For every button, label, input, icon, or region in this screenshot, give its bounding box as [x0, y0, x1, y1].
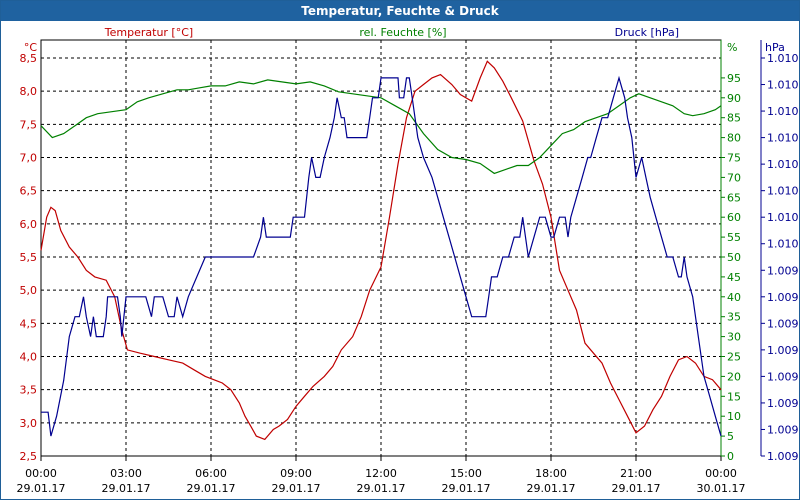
- pressure-axis-tick: 1.009: [767, 344, 799, 357]
- x-tick-time: 06:00: [195, 467, 227, 480]
- x-tick-time: 21:00: [620, 467, 652, 480]
- humidity-axis-tick: 70: [727, 171, 741, 184]
- legend-left: Temperatur [°C]: [104, 26, 193, 39]
- pressure-axis-tick: 1.009: [767, 450, 799, 463]
- x-tick-date: 29.01.17: [102, 482, 151, 495]
- humidity-axis-tick: 0: [727, 450, 734, 463]
- temp-axis-tick: 7,0: [20, 152, 38, 165]
- pressure-axis-tick: 1.010: [767, 132, 799, 145]
- temp-axis-tick: 8,5: [20, 52, 38, 65]
- humidity-axis-tick: 35: [727, 311, 741, 324]
- x-tick-date: 29.01.17: [527, 482, 576, 495]
- humidity-axis-tick: 40: [727, 291, 741, 304]
- temp-axis-tick: 7,5: [20, 118, 38, 131]
- temp-axis-unit: °C: [24, 41, 38, 54]
- x-tick-time: 03:00: [110, 467, 142, 480]
- pressure-axis-tick: 1.009: [767, 370, 799, 383]
- pressure-axis-tick: 1.010: [767, 238, 799, 251]
- pressure-axis-tick: 1.010: [767, 158, 799, 171]
- x-tick-date: 29.01.17: [357, 482, 406, 495]
- humidity-axis-tick: 5: [727, 430, 734, 443]
- legend-mid: rel. Feuchte [%]: [359, 26, 446, 39]
- humidity-axis-tick: 25: [727, 351, 741, 364]
- temp-axis-tick: 3,5: [20, 384, 38, 397]
- x-tick-time: 00:00: [25, 467, 57, 480]
- x-tick-date: 29.01.17: [442, 482, 491, 495]
- temp-axis-tick: 4,5: [20, 317, 38, 330]
- temp-axis-tick: 2,5: [20, 450, 38, 463]
- humidity-axis-tick: 65: [727, 191, 741, 204]
- x-tick-date: 30.01.17: [697, 482, 746, 495]
- x-tick-time: 12:00: [365, 467, 397, 480]
- humidity-axis-tick: 85: [727, 112, 741, 125]
- x-tick-time: 18:00: [535, 467, 567, 480]
- pressure-axis-tick: 1.009: [767, 397, 799, 410]
- x-tick-date: 29.01.17: [17, 482, 66, 495]
- humidity-axis-unit: %: [727, 41, 737, 54]
- pressure-axis-tick: 1.009: [767, 291, 799, 304]
- humidity-axis-tick: 75: [727, 152, 741, 165]
- humidity-axis-tick: 15: [727, 390, 741, 403]
- humidity-axis-tick: 10: [727, 410, 741, 423]
- legend-right: Druck [hPa]: [615, 26, 679, 39]
- series-line-left: [40, 60, 722, 441]
- temp-axis-tick: 6,0: [20, 218, 38, 231]
- humidity-axis-tick: 90: [727, 92, 741, 105]
- humidity-axis-tick: 20: [727, 370, 741, 383]
- humidity-axis-tick: 95: [727, 72, 741, 85]
- humidity-axis-tick: 80: [727, 132, 741, 145]
- series-line-right: [41, 75, 722, 437]
- pressure-axis-tick: 1.010: [767, 211, 799, 224]
- x-tick-time: 09:00: [280, 467, 312, 480]
- temp-axis-tick: 4,0: [20, 351, 38, 364]
- pressure-axis-tick: 1.009: [767, 264, 799, 277]
- temp-axis-tick: 5,5: [20, 251, 38, 264]
- humidity-axis-tick: 30: [727, 331, 741, 344]
- x-tick-date: 29.01.17: [612, 482, 661, 495]
- humidity-axis-tick: 50: [727, 251, 741, 264]
- humidity-axis-tick: 45: [727, 271, 741, 284]
- temp-axis-tick: 8,0: [20, 85, 38, 98]
- pressure-axis-tick: 1.010: [767, 105, 799, 118]
- pressure-axis-tick: 1.010: [767, 185, 799, 198]
- series-line-mid: [40, 79, 722, 175]
- chart-title: Temperatur, Feuchte & Druck: [1, 1, 799, 21]
- pressure-axis-tick: 1.009: [767, 317, 799, 330]
- plot-area: [40, 39, 722, 457]
- pressure-axis-tick: 1.010: [767, 52, 799, 65]
- pressure-axis-tick: 1.010: [767, 79, 799, 92]
- x-tick-time: 15:00: [450, 467, 482, 480]
- pressure-axis-tick: 1.009: [767, 423, 799, 436]
- x-tick-date: 29.01.17: [272, 482, 321, 495]
- humidity-axis-tick: 60: [727, 211, 741, 224]
- temp-axis-tick: 3,0: [20, 417, 38, 430]
- x-tick-date: 29.01.17: [187, 482, 236, 495]
- temp-axis-tick: 5,0: [20, 284, 38, 297]
- humidity-axis-tick: 55: [727, 231, 741, 244]
- pressure-axis-unit: hPa: [765, 41, 785, 54]
- x-tick-time: 00:00: [705, 467, 737, 480]
- temp-axis-tick: 6,5: [20, 185, 38, 198]
